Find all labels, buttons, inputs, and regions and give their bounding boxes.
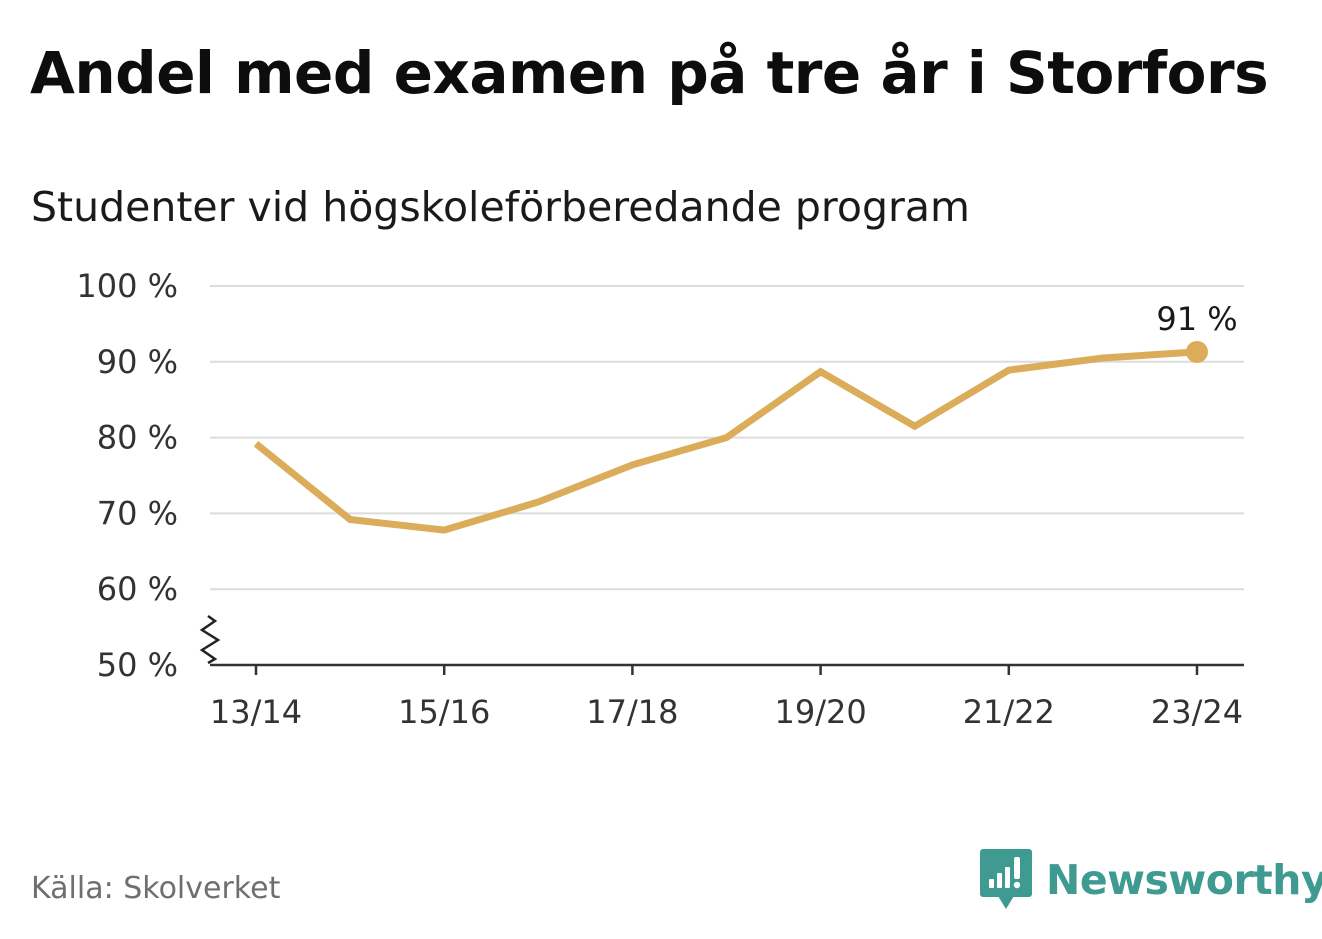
x-tick-label: 19/20 [774,693,866,731]
x-axis-tick-labels: 13/14 15/16 17/18 19/20 21/22 23/24 [210,665,1243,731]
y-tick-label: 80 % [97,419,178,457]
chart-subtitle: Studenter vid högskoleförberedande progr… [31,183,970,231]
chart-title: Andel med examen på tre år i Storfors [30,39,1269,107]
end-point-marker[interactable] [1186,340,1208,363]
x-axis [199,614,1244,667]
x-tick-label: 15/16 [398,693,490,731]
brand-logo[interactable]: Newsworthy [980,848,1322,912]
y-tick-label: 100 % [76,267,178,305]
y-tick-label: 60 % [97,570,178,608]
y-tick-label: 90 % [97,343,178,381]
source-note: Källa: Skolverket [31,871,281,906]
x-tick-label: 17/18 [586,693,678,731]
y-axis-tick-labels: 50 % 60 % 70 % 80 % 90 % 100 % [76,267,178,684]
y-axis-break [199,614,221,665]
brand-name: Newsworthy [1046,856,1322,904]
x-tick-label: 23/24 [1151,693,1243,731]
newsworthy-logo-icon [980,849,1032,909]
end-value-label: 91 % [1156,300,1237,338]
series-group: 91 % [253,300,1238,534]
series-line [253,348,1198,534]
x-tick-label: 13/14 [210,693,302,731]
x-tick-label: 21/22 [963,693,1055,731]
y-tick-label: 50 % [97,646,178,684]
y-tick-label: 70 % [97,494,178,532]
